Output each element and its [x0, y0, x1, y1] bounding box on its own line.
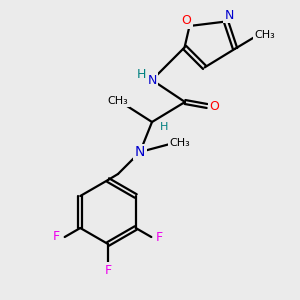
Text: O: O [209, 100, 219, 112]
Text: N: N [135, 145, 145, 159]
Text: H: H [160, 122, 168, 132]
Text: CH₃: CH₃ [255, 30, 275, 40]
Text: O: O [182, 14, 191, 28]
Text: F: F [104, 263, 112, 277]
Text: H: H [136, 68, 146, 80]
Text: CH₃: CH₃ [108, 96, 128, 106]
Text: CH₃: CH₃ [169, 138, 190, 148]
Text: N: N [147, 74, 157, 86]
Text: N: N [224, 9, 234, 22]
Text: F: F [156, 230, 163, 244]
Text: F: F [53, 230, 60, 244]
